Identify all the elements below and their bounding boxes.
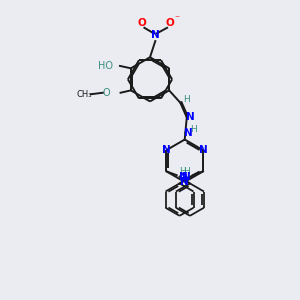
Text: O: O [137,18,146,28]
Text: N: N [199,145,208,155]
Text: O: O [103,88,110,98]
Text: H: H [179,167,186,176]
Text: ⁻: ⁻ [174,14,179,24]
Text: N: N [179,172,188,182]
Text: CH₃: CH₃ [76,90,92,99]
Text: H: H [190,125,197,134]
Text: H: H [183,95,190,104]
Text: N: N [162,145,171,155]
Text: N: N [151,30,160,40]
Text: N: N [182,172,190,182]
Text: O: O [166,18,174,28]
Text: N: N [186,112,195,122]
Text: H: H [184,167,190,176]
Text: N: N [184,128,193,138]
Text: N: N [180,177,189,187]
Text: HO: HO [98,61,113,71]
